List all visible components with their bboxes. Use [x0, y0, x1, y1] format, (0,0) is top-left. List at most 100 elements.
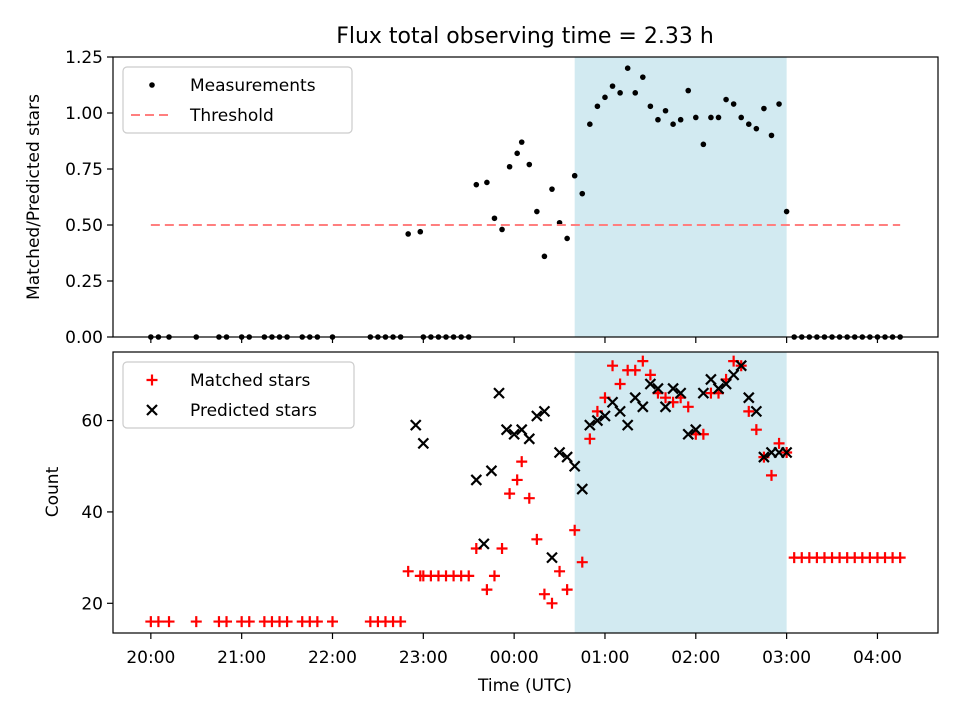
- data-point: [708, 114, 714, 121]
- data-point: [584, 433, 596, 445]
- data-point: [190, 616, 202, 628]
- data-point: [538, 588, 550, 600]
- legend-box: [122, 66, 353, 134]
- legend-swatch: [146, 374, 158, 386]
- data-point: [554, 565, 566, 577]
- top-panel: 0.00 0.25 0.50 0.75 1.00 1.25 Measurements Thre…: [65, 48, 939, 348]
- data-point: [715, 114, 722, 121]
- data-point: [773, 437, 785, 449]
- data-point: [591, 414, 604, 427]
- figure-title: Flux total observing time = 2.33 h: [336, 24, 714, 49]
- data-point: [607, 360, 619, 372]
- data-point: [221, 616, 233, 628]
- data-point: [659, 401, 672, 413]
- data-point: [609, 83, 616, 89]
- plot-frame: [112, 351, 939, 634]
- data-point: [417, 437, 430, 450]
- data-point: [662, 107, 669, 114]
- data-point: [553, 446, 566, 459]
- data-point: [463, 570, 475, 582]
- data-point: [311, 616, 323, 628]
- x-tick-label: 22:00: [308, 648, 357, 668]
- legend-box: [122, 361, 355, 429]
- data-point: [514, 150, 520, 157]
- data-point: [606, 396, 619, 409]
- data-point: [705, 373, 717, 386]
- data-point: [481, 584, 493, 596]
- x-tick-label: 20:00: [126, 648, 175, 668]
- data-point: [485, 465, 498, 477]
- data-point: [637, 401, 649, 413]
- data-point: [561, 584, 573, 596]
- data-point: [531, 410, 543, 422]
- data-point: [621, 419, 634, 431]
- data-point: [761, 105, 767, 112]
- data-point: [488, 570, 500, 582]
- data-point: [579, 190, 586, 197]
- bottom-y-axis-label: Count: [43, 466, 63, 517]
- legend-label: Measurements: [190, 76, 316, 96]
- data-point: [617, 90, 623, 96]
- data-point: [546, 597, 558, 609]
- legend-label: Matched stars: [190, 371, 310, 391]
- data-point: [526, 161, 533, 168]
- data-point: [644, 378, 657, 390]
- data-point: [395, 616, 407, 628]
- y-tick-label: 40: [81, 503, 103, 523]
- data-point: [516, 456, 528, 468]
- data-point: [750, 405, 763, 418]
- y-tick-label: 1.25: [65, 48, 103, 68]
- data-point: [735, 359, 747, 372]
- data-point: [549, 186, 555, 192]
- data-point: [594, 103, 601, 110]
- data-point: [697, 387, 710, 399]
- data-point: [660, 392, 672, 404]
- legend: Matched stars Predicted stars: [122, 361, 355, 429]
- y-tick-label: 0.50: [65, 216, 103, 236]
- legend-swatch: [146, 404, 158, 416]
- x-axis-label: Time (UTC): [477, 676, 572, 696]
- data-point: [614, 405, 626, 418]
- data-point: [518, 139, 525, 145]
- x-tick-label: 21:00: [217, 648, 266, 668]
- legend-swatch: [149, 82, 155, 88]
- data-point: [783, 208, 790, 215]
- data-point: [496, 542, 508, 554]
- data-point: [743, 391, 755, 404]
- data-point: [243, 616, 255, 628]
- data-point: [677, 116, 684, 123]
- data-point: [511, 474, 523, 486]
- legend-label: Predicted stars: [190, 401, 317, 421]
- data-point: [655, 116, 661, 123]
- data-point: [682, 428, 695, 441]
- data-point: [727, 369, 740, 381]
- data-point: [723, 96, 729, 103]
- x-tick-label: 04:00: [853, 648, 902, 668]
- data-point: [417, 228, 424, 235]
- x-tick-label: 00:00: [490, 648, 539, 668]
- data-point: [541, 253, 548, 260]
- data-point: [602, 94, 608, 101]
- y-tick-label: 1.00: [65, 104, 103, 124]
- data-point: [587, 121, 593, 127]
- data-point: [768, 132, 775, 139]
- data-point: [685, 87, 692, 94]
- data-point: [647, 103, 654, 110]
- data-point: [491, 215, 498, 222]
- data-point: [894, 552, 906, 564]
- data-point: [534, 208, 540, 215]
- data-point: [712, 382, 725, 395]
- x-tick-label: 01:00: [580, 648, 629, 668]
- data-point: [500, 423, 513, 436]
- data-point: [504, 488, 516, 500]
- bottom-panel: 20 40 60 20:00 21:00 22:00 23:00 00:00 01:00 02:0…: [81, 351, 939, 668]
- data-point: [152, 616, 164, 628]
- data-point: [674, 387, 687, 399]
- data-point: [624, 65, 631, 71]
- data-point: [531, 533, 543, 545]
- data-point: [508, 428, 520, 441]
- data-point: [571, 172, 578, 179]
- data-point: [632, 90, 639, 96]
- y-tick-label: 0.75: [65, 160, 103, 180]
